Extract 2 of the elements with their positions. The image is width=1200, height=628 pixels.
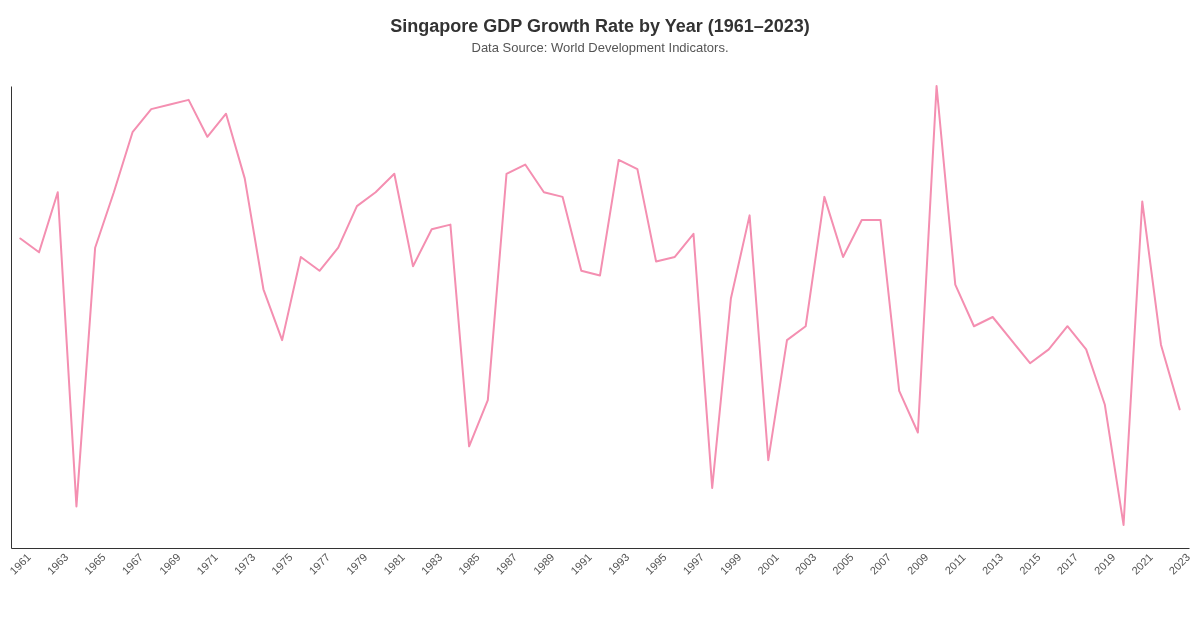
chart-subtitle: Data Source: World Development Indicators. [471,40,729,55]
chart-title: Singapore GDP Growth Rate by Year (1961–2023) [390,16,810,36]
